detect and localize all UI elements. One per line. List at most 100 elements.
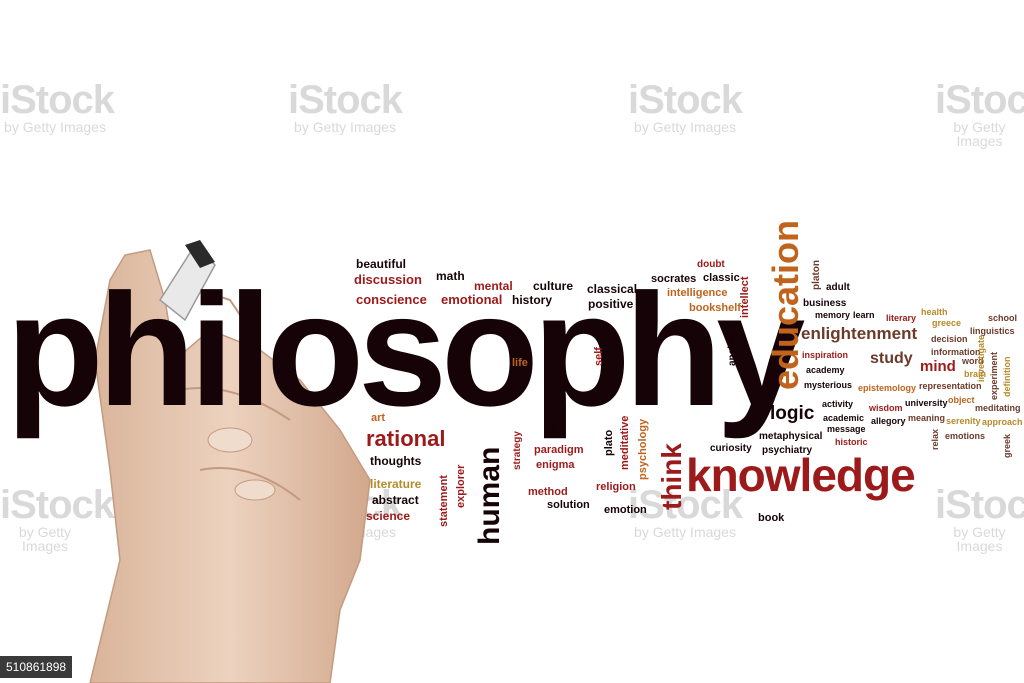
word-science: science <box>366 509 411 523</box>
word-solution: solution <box>547 499 590 511</box>
word-art: art <box>371 412 386 424</box>
word-literature: literature <box>370 477 422 491</box>
watermark-credit: by Getty Images <box>953 119 1006 149</box>
word-allegory: allegory <box>871 416 906 426</box>
watermark-brand: iStock <box>627 483 743 527</box>
word-socrates: socrates <box>651 273 697 285</box>
word-paradigm: paradigm <box>534 444 584 456</box>
word-bookshelf: bookshelf <box>689 302 741 314</box>
word-school: school <box>988 313 1018 323</box>
word-strategy: strategy <box>512 431 523 470</box>
word-relax: relax <box>930 428 940 450</box>
word-emotions: emotions <box>945 431 986 441</box>
watermark-credit: by Getty Images <box>294 119 396 135</box>
watermark-brand: iStock <box>935 78 1024 122</box>
word-study: study <box>870 350 913 367</box>
word-classic: classic <box>703 272 740 284</box>
word-information: information <box>931 347 981 357</box>
word-business: business <box>803 298 847 309</box>
word-classical: classical <box>587 282 638 296</box>
word-psychiatry: psychiatry <box>762 445 813 456</box>
watermark-brand: iStock <box>287 78 403 122</box>
word-health: health <box>921 307 948 317</box>
watermark: iStock by Getty Images <box>595 80 775 134</box>
word-plato: plato <box>603 429 615 456</box>
word-positive: positive <box>588 297 634 311</box>
word-learn: learn <box>853 310 875 320</box>
word-ancient: ancient <box>727 330 738 366</box>
watermark-credit: by Getty Images <box>4 119 106 135</box>
watermark-brand: iStock <box>935 483 1024 527</box>
word-enlightenment: enlightenment <box>801 324 918 343</box>
word-conscience: conscience <box>356 292 427 307</box>
word-platon: platon <box>811 260 822 290</box>
watermark: iStock by Getty Images <box>0 78 115 135</box>
word-adult: adult <box>826 282 850 293</box>
word-abstract: abstract <box>372 493 419 507</box>
word-message: message <box>827 424 866 434</box>
word-literary: literary <box>886 313 917 323</box>
watermark: iStock by Getty Images <box>935 485 1024 553</box>
image-id-tag: 510861898 <box>0 656 73 678</box>
word-beautiful: beautiful <box>356 257 406 271</box>
word-investigate: investigate <box>976 334 986 382</box>
word-object: object <box>948 395 975 405</box>
word-mind: mind <box>920 358 956 375</box>
word-thoughts: thoughts <box>370 454 422 468</box>
word-logic: logic <box>770 403 815 424</box>
word-linguistics: linguistics <box>970 326 1015 336</box>
word-statement: statement <box>438 475 450 527</box>
word-human: human <box>473 446 506 545</box>
word-activity: activity <box>822 399 854 409</box>
word-culture: culture <box>533 279 574 293</box>
word-math: math <box>436 269 465 283</box>
word-memory: memory <box>815 310 851 320</box>
word-religion: religion <box>596 481 636 493</box>
word-book: book <box>758 512 785 524</box>
word-knowledge: knowledge <box>686 449 916 501</box>
word-curiosity: curiosity <box>710 443 752 454</box>
word-metaphysical: metaphysical <box>759 431 823 442</box>
watermark: iStock by Getty Images <box>595 485 775 539</box>
word-meditating: meditating <box>975 403 1021 413</box>
watermark: iStock by Getty Images <box>935 80 1024 148</box>
word-method: method <box>528 486 568 498</box>
watermark-credit: by Getty Images <box>634 119 736 135</box>
word-academic: academic <box>823 413 865 423</box>
word-experiment: experiment <box>989 351 999 400</box>
word-greece: greece <box>932 318 962 328</box>
word-history: history <box>512 293 553 307</box>
word-education: education <box>765 219 806 390</box>
word-wisdom: wisdom <box>869 403 903 413</box>
word-greek: greek <box>1002 433 1012 458</box>
word-life: life <box>512 357 528 369</box>
word-approach: approach <box>982 417 1023 427</box>
watermark-credit: by Getty Images <box>953 524 1006 554</box>
word-serenity: serenity <box>946 416 981 426</box>
word-emotional: emotional <box>441 292 503 307</box>
word-calm: calm <box>548 413 559 436</box>
watermark-credit: by Getty Images <box>634 524 736 540</box>
word-enigma: enigma <box>536 459 575 471</box>
word-definition: definition <box>1002 356 1012 398</box>
watermark-brand: iStock <box>0 78 115 122</box>
word-discussion: discussion <box>354 272 422 287</box>
watermark-credit: by Getty Images <box>18 524 72 554</box>
word-explorer: explorer <box>455 464 467 508</box>
word-doubt: doubt <box>697 259 725 270</box>
word-brain: brain <box>964 369 987 379</box>
word-inspiration: inspiration <box>802 350 849 360</box>
word-intelligence: intelligence <box>667 287 728 299</box>
word-academy: academy <box>806 365 845 375</box>
watermark: iStock by Getty Images <box>255 80 435 134</box>
word-meditative: meditative <box>619 415 631 470</box>
word-self: self <box>593 347 605 366</box>
word-intellect: intellect <box>739 276 751 318</box>
word-mysterious: mysterious <box>804 380 853 390</box>
word-psychology: psychology <box>637 418 649 480</box>
word-decision: decision <box>931 334 968 344</box>
main-word: philosophy <box>6 260 805 439</box>
word-epistemology: epistemology <box>858 383 917 393</box>
